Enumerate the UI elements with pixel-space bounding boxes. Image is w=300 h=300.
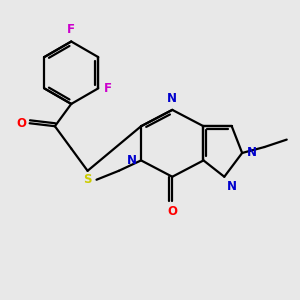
Text: N: N (167, 92, 177, 105)
Text: F: F (67, 23, 75, 36)
Text: N: N (227, 180, 237, 193)
Text: O: O (167, 205, 177, 218)
Text: N: N (247, 146, 256, 160)
Text: N: N (127, 154, 136, 167)
Text: O: O (16, 117, 26, 130)
Text: S: S (83, 173, 92, 186)
Text: F: F (103, 82, 112, 95)
